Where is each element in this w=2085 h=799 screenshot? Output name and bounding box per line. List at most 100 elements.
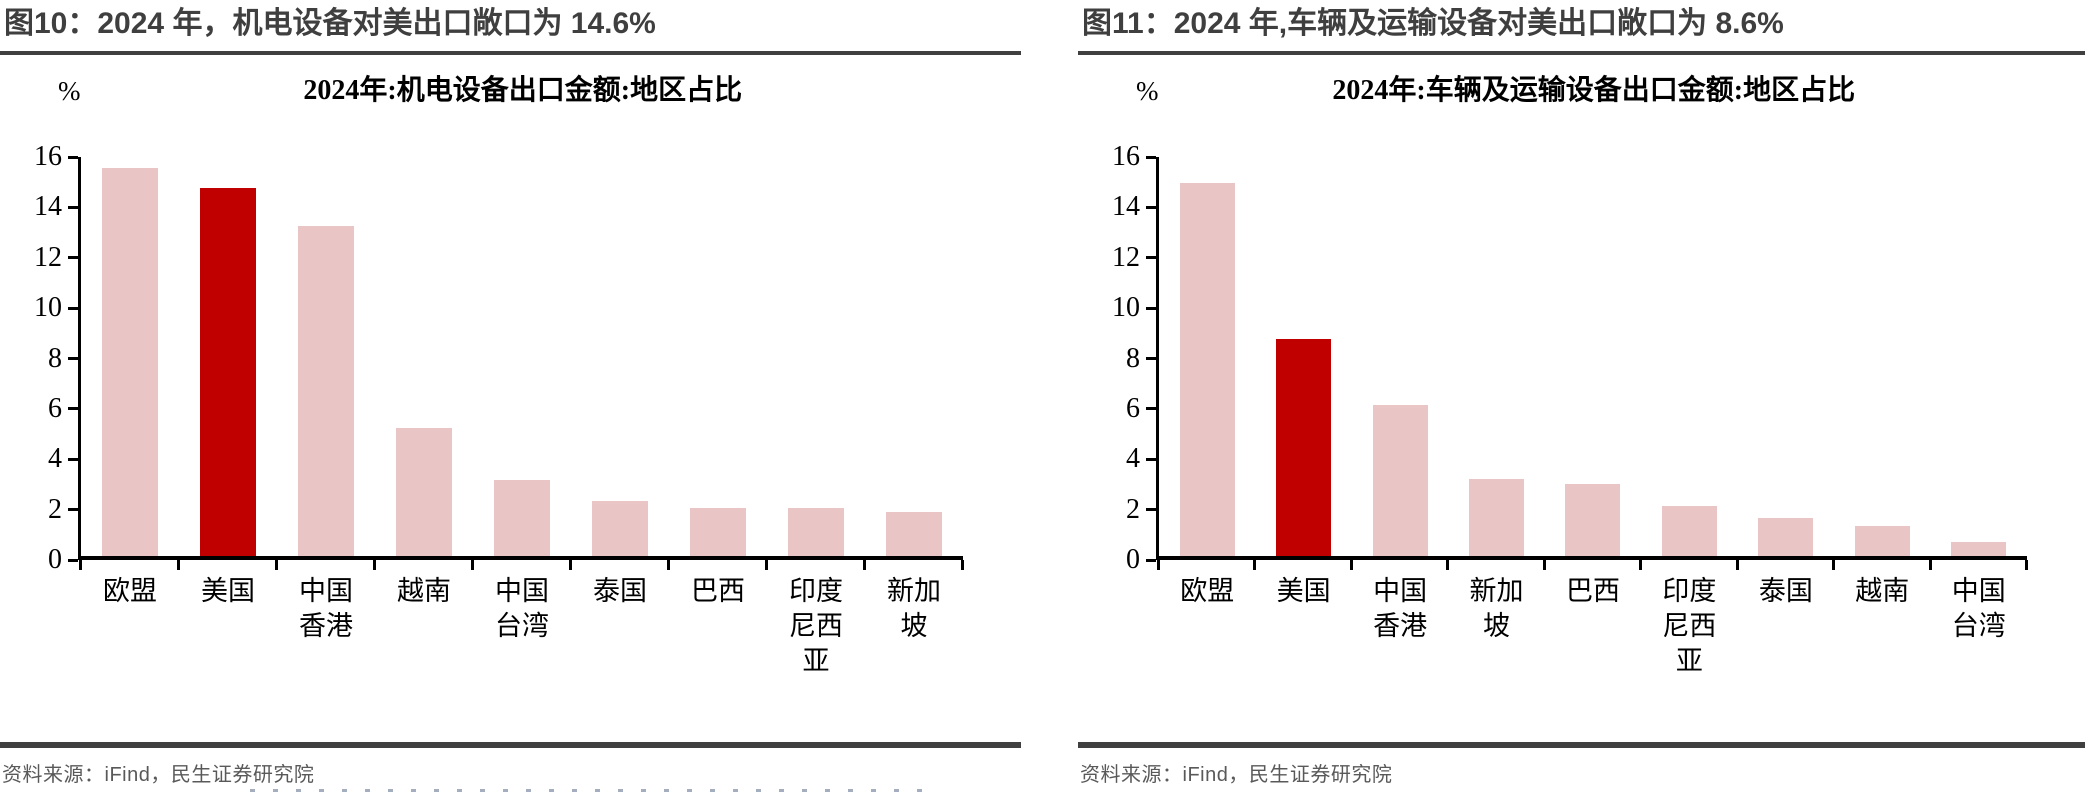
y-tick-mark [68, 256, 78, 260]
y-tick-label: 4 [48, 443, 62, 475]
bar-cell [865, 157, 963, 556]
y-tick-label: 4 [1126, 443, 1140, 475]
x-tick-mark [372, 560, 376, 570]
x-category-label: 越南 [397, 576, 451, 606]
y-tick-mark [68, 558, 78, 562]
x-tick-mark [177, 560, 180, 570]
y-tick-mark [1146, 306, 1156, 310]
bar-cell [1352, 157, 1448, 556]
clipped-text-artifact [250, 789, 940, 792]
bar-cell [473, 157, 571, 556]
x-tick-mark [1639, 560, 1643, 570]
bar-印度尼西亚 [1661, 505, 1717, 556]
bar-cell [375, 157, 473, 556]
y-tick-label: 2 [1126, 493, 1140, 525]
x-tick-mark [471, 560, 474, 570]
y-tick-label: 10 [34, 292, 62, 324]
chart-title: 2024年:机电设备出口金额:地区占比 [303, 75, 743, 106]
x-category-label: 巴西 [1565, 576, 1620, 606]
figure-title: 图10：2024 年，机电设备对美出口敞口为 14.6% [4, 7, 656, 40]
y-tick-mark [68, 155, 78, 159]
x-category-label: 新加 坡 [887, 576, 941, 641]
y-tick-label: 8 [48, 342, 62, 374]
bar-泰国 [1758, 518, 1814, 556]
x-tick-mark [2025, 560, 2028, 570]
x-tick-mark [1542, 560, 1546, 570]
y-tick-label: 16 [34, 141, 62, 172]
bar-cell [277, 157, 375, 556]
y-tick-mark [68, 306, 78, 310]
y-tick-mark [68, 357, 78, 360]
bar-中国台湾 [494, 480, 550, 556]
x-tick-mark [1832, 560, 1836, 570]
y-tick-label: 10 [1112, 292, 1140, 324]
x-category-label: 越南 [1855, 576, 1910, 606]
y-tick-mark [1146, 155, 1156, 159]
bar-cell [571, 157, 669, 556]
y-tick-label: 12 [34, 241, 62, 273]
y-tick-label: 12 [1112, 241, 1140, 273]
bar-印度尼西亚 [788, 508, 844, 556]
bar-cell [179, 157, 277, 556]
bar-巴西 [1565, 484, 1621, 556]
bar-越南 [396, 427, 452, 556]
y-tick-label: 6 [1126, 392, 1140, 424]
title-rule [0, 51, 1021, 55]
bar-cell [1545, 157, 1641, 556]
bar-cell [1159, 157, 1255, 556]
x-tick-mark [863, 560, 866, 570]
bar-中国台湾 [1951, 542, 2007, 556]
bar-chart-electromechanical: % 2024年:机电设备出口金额:地区占比 16 14 12 10 8 6 4 2 0 欧盟 美国… [0, 72, 1021, 679]
y-tick-mark [1146, 205, 1156, 209]
x-tick-mark [1253, 560, 1257, 570]
y-tick-label: 8 [1126, 342, 1140, 374]
x-category-label: 中国 香港 [1373, 576, 1428, 641]
figure-panel-10: 图10：2024 年，机电设备对美出口敞口为 14.6% % 2024年:机电设… [0, 0, 1021, 799]
bar-cell [1834, 157, 1930, 556]
y-tick-mark [1146, 457, 1156, 461]
y-tick-label: 16 [1112, 141, 1140, 172]
bar-cell [81, 157, 179, 556]
source-rule [1078, 742, 2085, 748]
bar-欧盟 [102, 168, 158, 556]
source-rule [0, 742, 1021, 748]
x-tick-mark [275, 560, 278, 570]
x-axis-labels: 欧盟 美国 中国 香港 越南 中国 台湾 泰国 巴西 印度 尼西 亚新加 坡 [81, 574, 963, 679]
y-tick-label: 2 [48, 493, 62, 525]
figure-title: 图11：2024 年,车辆及运输设备对美出口敞口为 8.6% [1082, 7, 1784, 40]
y-tick-mark [1146, 407, 1156, 411]
bar-美国 [200, 188, 256, 556]
source-note: 资料来源：iFind，民生证券研究院 [1080, 764, 1393, 786]
bar-cell [1641, 157, 1737, 556]
y-tick-mark [1146, 508, 1156, 512]
y-axis-unit-label: % [1136, 76, 1159, 106]
bar-cell [1255, 157, 1351, 556]
bar-cell [1448, 157, 1544, 556]
bar-cell [1738, 157, 1834, 556]
bar-新加坡 [1469, 479, 1525, 556]
x-category-label: 欧盟 [103, 576, 157, 606]
x-category-label: 新加 坡 [1469, 576, 1524, 641]
y-tick-label: 14 [34, 191, 62, 223]
y-tick-mark [1146, 558, 1156, 562]
x-category-label: 中国 香港 [299, 576, 353, 641]
chart-header: % 2024年:机电设备出口金额:地区占比 [0, 72, 1021, 112]
x-category-label: 美国 [201, 576, 255, 606]
x-tick-mark [961, 560, 964, 570]
plot-wrapper: 16 14 12 10 8 6 4 2 0 [0, 141, 964, 575]
y-tick-mark [1146, 256, 1156, 260]
y-tick-label: 6 [48, 392, 62, 424]
x-category-label: 巴西 [691, 576, 745, 606]
y-tick-mark [68, 407, 78, 411]
x-axis-labels: 欧盟 美国 中国 香港 新加 坡 巴西 印度 尼西 亚 泰国 越南 中国 台湾 [1159, 574, 2027, 679]
x-tick-mark [1928, 560, 1932, 570]
x-category-label: 印度 尼西 亚 [1662, 576, 1717, 676]
bar-中国香港 [298, 226, 354, 556]
bar-cell [1931, 157, 2027, 556]
x-tick-mark [79, 560, 82, 570]
x-tick-mark [666, 560, 670, 570]
chart-title: 2024年:车辆及运输设备出口金额:地区占比 [1332, 75, 1856, 106]
plot-area [1146, 155, 2028, 570]
plot-area [68, 155, 964, 570]
